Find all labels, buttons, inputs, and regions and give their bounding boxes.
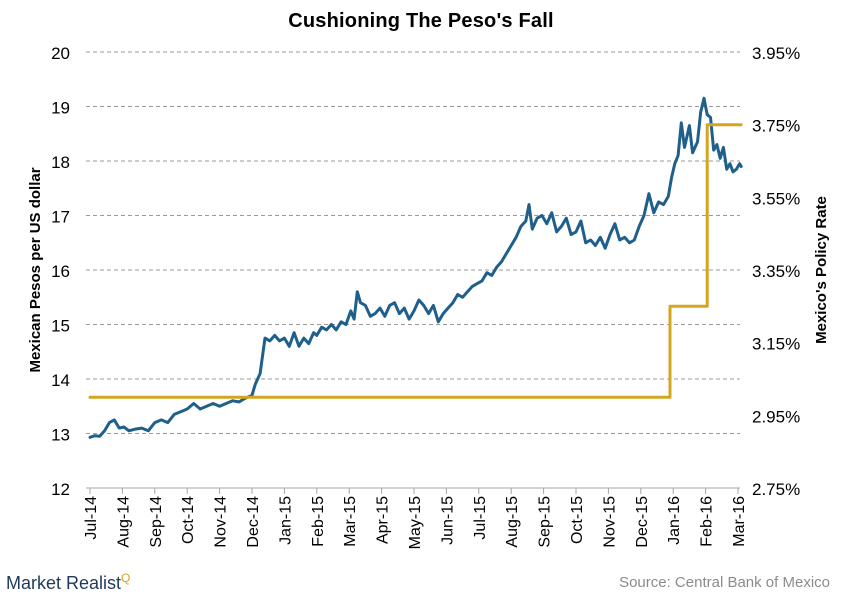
right-tick-label: 3.35%	[752, 262, 800, 281]
x-tick-label: Jul-14	[83, 496, 100, 540]
right-tick-label: 2.95%	[752, 407, 800, 426]
left-tick-label: 18	[51, 153, 70, 172]
policy-rate-line	[88, 123, 743, 399]
left-tick-label: 15	[51, 317, 70, 336]
x-tick-label: Dec-15	[634, 496, 651, 548]
x-tick-label: Feb-16	[699, 496, 716, 547]
left-tick-label: 16	[51, 262, 70, 281]
x-tick-label: Dec-14	[245, 496, 262, 548]
left-tick-label: 14	[51, 371, 70, 390]
x-tick-label: Jul-15	[472, 496, 489, 540]
left-tick-label: 20	[51, 44, 70, 63]
left-axis-label: Mexican Pesos per US dollar	[27, 167, 44, 372]
right-axis-ticks: 2.75% 2.95% 3.15% 3.35% 3.55% 3.75% 3.95%	[752, 44, 800, 499]
x-tick-label: Oct-14	[180, 496, 197, 544]
x-tick-label: Apr-15	[375, 496, 392, 544]
x-tick-label: May-15	[407, 496, 424, 549]
left-tick-label: 19	[51, 99, 70, 118]
x-axis-labels: Jul-14 Aug-14 Sep-14 Oct-14 Nov-14 Dec-14 Jan-…	[83, 496, 748, 549]
x-tick-label: Mar-16	[731, 496, 748, 547]
peso-rate-line	[88, 96, 743, 439]
left-tick-label: 13	[51, 426, 70, 445]
right-tick-label: 3.95%	[752, 44, 800, 63]
magnifier-icon: Q	[121, 571, 131, 585]
chart-title: Cushioning The Peso's Fall	[288, 10, 554, 32]
x-tick-label: Sep-15	[537, 496, 554, 548]
source-note: Source: Central Bank of Mexico	[619, 574, 830, 591]
x-tick-label: Jun-15	[439, 496, 456, 545]
brand-name: Market Realist	[6, 573, 122, 593]
x-tick-label: Oct-15	[569, 496, 586, 544]
x-axis-ticks	[89, 488, 739, 494]
left-tick-label: 17	[51, 208, 70, 227]
x-tick-label: Feb-15	[310, 496, 327, 547]
right-axis-label: Mexico's Policy Rate	[813, 196, 830, 344]
right-tick-label: 3.75%	[752, 117, 800, 136]
right-tick-label: 2.75%	[752, 480, 800, 499]
x-tick-label: Mar-15	[342, 496, 359, 547]
x-tick-label: Aug-15	[504, 496, 521, 548]
right-tick-label: 3.55%	[752, 189, 800, 208]
x-tick-label: Aug-14	[115, 496, 132, 548]
series-lines	[88, 96, 743, 439]
left-tick-label: 12	[51, 480, 70, 499]
x-tick-label: Nov-14	[213, 496, 230, 548]
right-tick-label: 3.15%	[752, 335, 800, 354]
brand-logo: Market RealistQ	[6, 571, 130, 594]
left-axis-ticks: 12 13 14 15 16 17 18 19 20	[51, 44, 70, 499]
x-tick-label: Nov-15	[601, 496, 618, 548]
gridlines	[86, 51, 740, 434]
x-tick-label: Jan-15	[277, 496, 294, 545]
x-tick-label: Sep-14	[148, 496, 165, 548]
x-tick-label: Jan-16	[666, 496, 683, 545]
